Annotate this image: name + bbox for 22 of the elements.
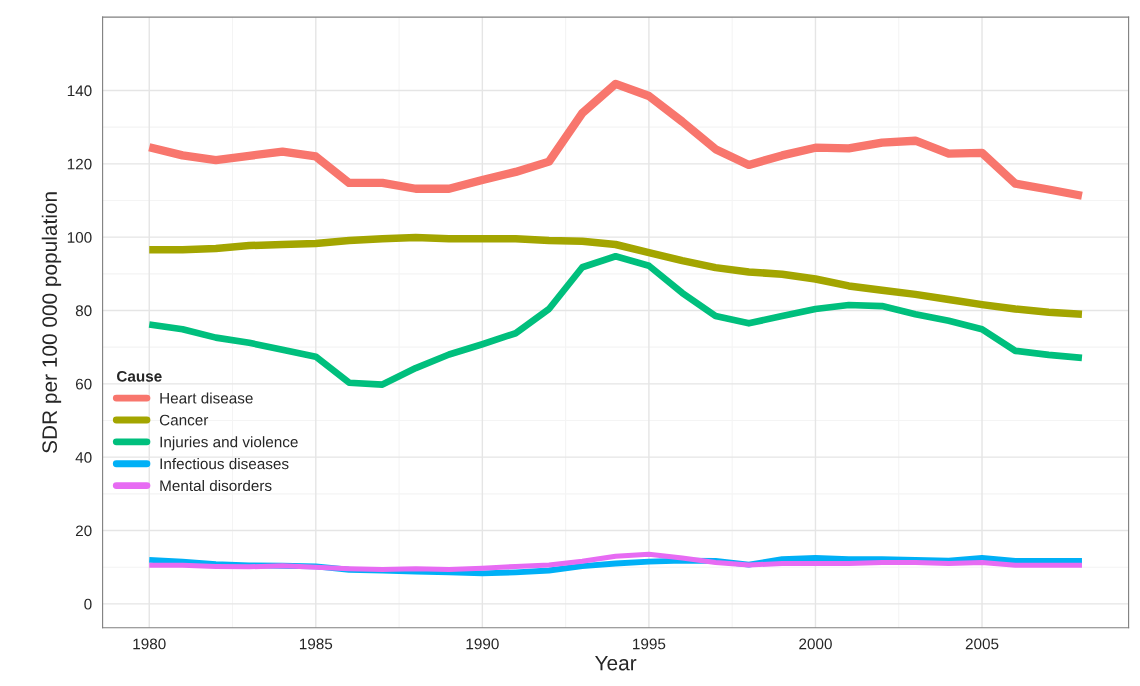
- y-tick-label: 0: [84, 598, 92, 610]
- x-axis-title: Year: [595, 655, 637, 671]
- x-tick-label: 1995: [633, 638, 666, 650]
- legend-label: Infectious diseases: [160, 458, 289, 470]
- y-tick-label: 100: [67, 232, 92, 243]
- y-tick-label: 140: [67, 85, 92, 97]
- x-tick-label: 2005: [965, 638, 999, 650]
- y-tick-label: 20: [75, 525, 92, 537]
- y-tick-label: 40: [75, 452, 92, 463]
- y-tick-label: 120: [67, 158, 92, 170]
- y-tick-label: 80: [75, 305, 92, 317]
- x-tick-label: 1990: [466, 638, 499, 650]
- legend-label: Injuries and violence: [160, 436, 298, 451]
- legend-label: Heart disease: [160, 392, 253, 404]
- x-tick-label: 1980: [133, 638, 166, 650]
- x-tick-label: 1985: [299, 638, 333, 650]
- x-tick-label: 2000: [799, 638, 832, 650]
- y-tick-label: 60: [75, 378, 92, 390]
- legend-label: Mental disorders: [160, 479, 272, 492]
- legend-title: Cause: [116, 370, 162, 382]
- y-axis-title: SDR per 100 000 population: [41, 192, 62, 453]
- legend-label: Cancer: [159, 414, 209, 426]
